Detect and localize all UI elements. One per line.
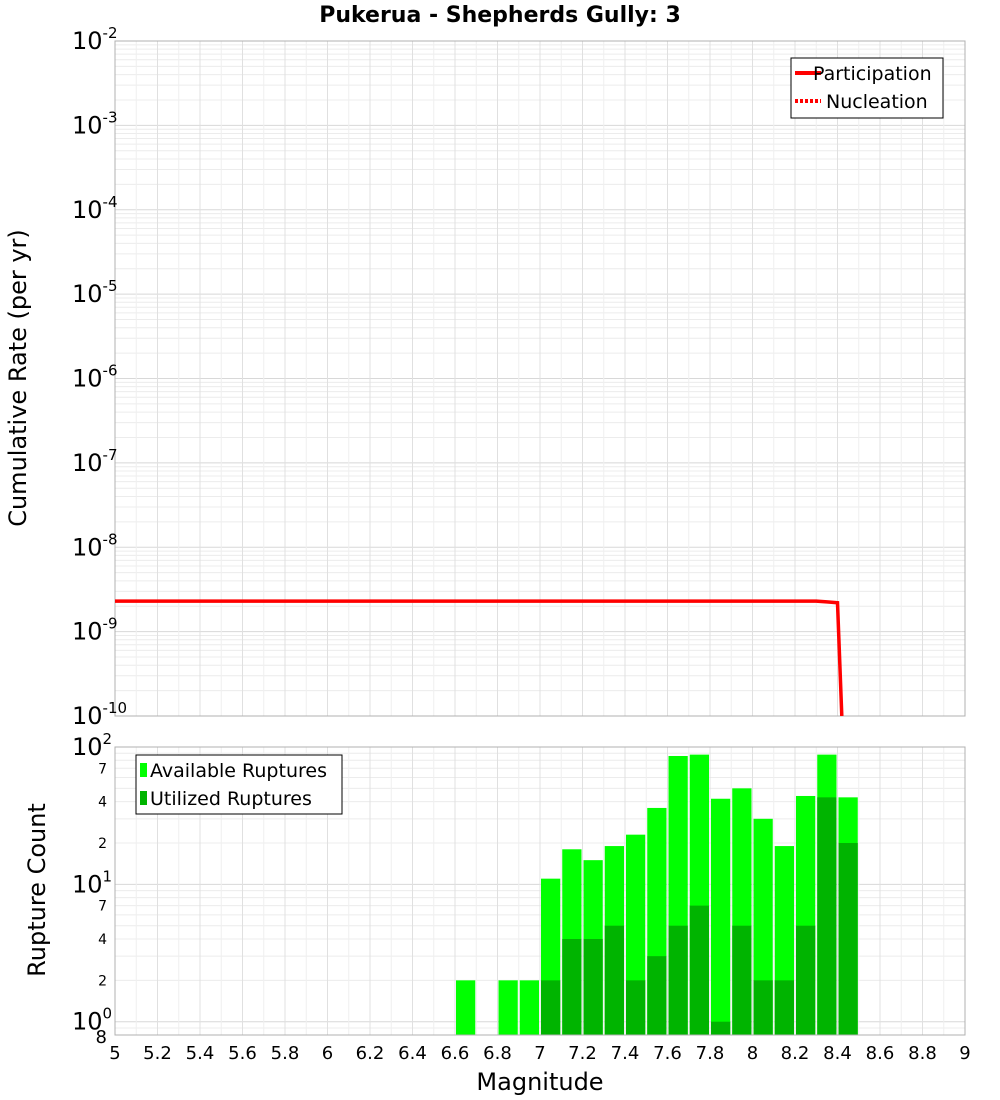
rupture-count-tick-label: 100 <box>72 1005 112 1036</box>
magnitude-axis: 5 5.2 5.4 5.6 5.8 6 6.2 6.4 6.6 6.8 7 7.2 7.4 7.6 7.8 8… <box>109 1043 970 1064</box>
utilized-ruptures-bar <box>817 797 837 1035</box>
rupture-count-tick-label: 102 <box>72 730 112 761</box>
rupture-count-minor-tick-label: 2 <box>98 973 107 989</box>
magnitude-tick-label: 8.2 <box>781 1043 810 1064</box>
cumulative-rate-tick-label: 10-5 <box>72 277 118 308</box>
cumulative-rate-tick-label: 10-4 <box>72 193 118 224</box>
chart-title: Pukerua - Shepherds Gully: 3 <box>319 3 681 28</box>
cumulative-rate-tick-label: 10-9 <box>72 615 118 646</box>
rupture-legend-box <box>135 754 343 815</box>
utilized-ruptures-bar <box>774 980 794 1035</box>
utilized-ruptures-bar <box>668 925 688 1035</box>
utilized-ruptures-bar <box>838 843 858 1035</box>
magnitude-axis-label: Magnitude <box>476 1068 603 1096</box>
rupture-count-minor-tick-label: 7 <box>98 899 107 915</box>
bottom-plot-frame <box>114 746 966 1036</box>
participation-legend-label: Participation <box>813 63 932 85</box>
cumulative-rate-tick-label: 10-8 <box>72 530 118 561</box>
utilized-ruptures-bar <box>541 980 561 1035</box>
cumulative-rate-tick-label: 10-7 <box>72 446 118 477</box>
magnitude-tick-label: 7.4 <box>611 1043 640 1064</box>
magnitude-tick-label: 9 <box>959 1043 970 1064</box>
magnitude-tick-label: 6 <box>322 1043 333 1064</box>
rate-legend-box <box>790 57 944 119</box>
rupture-count-minor-tick-label: 7 <box>98 761 107 777</box>
utilized-ruptures-bar <box>562 939 582 1035</box>
participation-line <box>115 599 844 716</box>
magnitude-tick-label: 5.4 <box>186 1043 215 1064</box>
magnitude-tick-label: 8.4 <box>823 1043 852 1064</box>
available-ruptures-bar <box>519 980 539 1035</box>
rupture-legend-swatch <box>140 763 147 777</box>
magnitude-tick-label: 5.8 <box>271 1043 300 1064</box>
magnitude-tick-label: 5 <box>109 1043 120 1064</box>
magnitude-tick-label: 6.4 <box>398 1043 427 1064</box>
available-ruptures-bar <box>711 798 731 1035</box>
rupture-count-tick-label: 101 <box>72 867 112 898</box>
rupture-count-minor-tick-label: 4 <box>98 932 107 948</box>
magnitude-tick-label: 8 <box>747 1043 758 1064</box>
utilized-ruptures-bar <box>711 1021 731 1035</box>
nucleation-legend-label: Nucleation <box>826 91 928 113</box>
cumulative-rate-tick-label: 10-2 <box>72 24 118 55</box>
rupture-count-minor-tick-label: 4 <box>98 795 107 811</box>
utilized-ruptures-bars <box>541 797 858 1035</box>
utilized-ruptures-bar <box>647 956 667 1035</box>
cumulative-rate-tick-label: 10-3 <box>72 108 118 139</box>
magnitude-tick-label: 7 <box>534 1043 545 1064</box>
rupture-legend: Available Ruptures Utilized Ruptures <box>135 754 343 815</box>
utilized-ruptures-bar <box>604 925 624 1035</box>
magnitude-tick-label: 7.8 <box>696 1043 725 1064</box>
utilized-ruptures-bar <box>626 980 646 1035</box>
cumulative-rate-axis-label: Cumulative Rate (per yr) <box>4 229 32 527</box>
rupture-legend-label: Utilized Ruptures <box>150 788 312 810</box>
rupture-count-minor-tick-label: 8 <box>96 1027 107 1048</box>
magnitude-tick-label: 7.2 <box>568 1043 597 1064</box>
utilized-ruptures-bar <box>689 905 709 1035</box>
magnitude-tick-label: 7.6 <box>653 1043 682 1064</box>
magnitude-tick-label: 6.8 <box>483 1043 512 1064</box>
rupture-legend-swatch <box>140 791 147 805</box>
cumulative-rate-tick-label: 10-10 <box>72 699 127 730</box>
utilized-ruptures-bar <box>732 925 752 1035</box>
available-ruptures-bar <box>498 980 518 1035</box>
top-plot-frame <box>114 40 966 717</box>
rupture-legend-label: Available Ruptures <box>150 760 327 782</box>
magnitude-tick-label: 5.2 <box>143 1043 172 1064</box>
magnitude-tick-label: 6.2 <box>356 1043 385 1064</box>
magnitude-tick-label: 8.6 <box>866 1043 895 1064</box>
cumulative-rate-panel: 10-2 10-3 10-4 10-5 10-6 10-7 10-8 10-9 10-10 Par… <box>72 24 966 730</box>
cumulative-rate-tick-label: 10-6 <box>72 362 118 393</box>
rupture-count-minor-tick-label: 2 <box>98 836 107 852</box>
magnitude-tick-label: 6.6 <box>441 1043 470 1064</box>
available-ruptures-bar <box>456 980 476 1035</box>
rupture-count-axis-label: Rupture Count <box>23 803 51 977</box>
rupture-count-panel: 102 101 100 7 4 2 7 4 2 8 Available Ruptures Utiliz… <box>72 730 966 1048</box>
magnitude-tick-label: 5.6 <box>228 1043 257 1064</box>
rate-legend: Participation Nucleation <box>790 57 944 119</box>
magnitude-tick-label: 8.8 <box>908 1043 937 1064</box>
utilized-ruptures-bar <box>583 939 603 1035</box>
utilized-ruptures-bar <box>753 980 773 1035</box>
utilized-ruptures-bar <box>796 925 816 1035</box>
top-gridlines <box>114 41 966 717</box>
